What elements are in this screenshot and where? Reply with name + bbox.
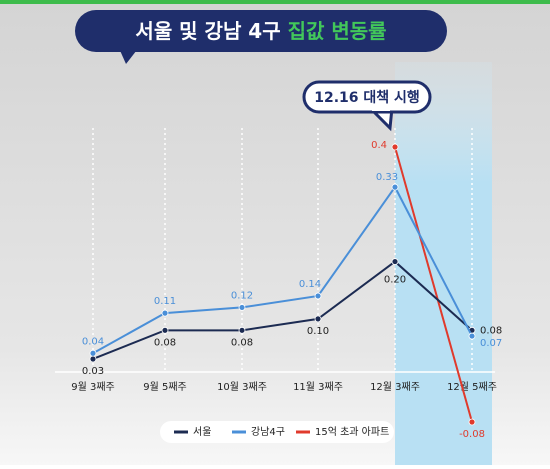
- data-label: 0.11: [154, 296, 176, 307]
- data-label: 0.33: [376, 172, 398, 183]
- legend-label: 15억 초과 아파트: [315, 426, 389, 438]
- data-point: [468, 418, 476, 426]
- x-tick-label: 9월 5째주: [143, 381, 187, 393]
- data-label: 0.08: [231, 337, 253, 348]
- x-tick-label: 12월 3째주: [370, 381, 420, 393]
- annotation-join: [372, 106, 390, 111]
- x-tick-label: 10월 3째주: [217, 381, 267, 393]
- data-point: [468, 332, 476, 340]
- data-point: [391, 143, 399, 151]
- legend-label: 강남4구: [251, 426, 285, 438]
- data-point: [161, 309, 169, 317]
- data-point: [89, 355, 97, 363]
- highlight-band: [395, 62, 492, 465]
- data-label: 0.07: [480, 338, 502, 349]
- series-line: [92, 260, 473, 360]
- legend-label: 서울: [193, 426, 211, 438]
- data-point: [89, 349, 97, 357]
- top-stripe: [0, 0, 550, 4]
- data-point: [238, 304, 246, 311]
- data-point: [314, 292, 322, 300]
- title-main: 서울 및 강남 4구: [135, 19, 280, 43]
- data-point: [391, 183, 399, 191]
- annotation-bubble: [302, 80, 432, 114]
- chart-title: 서울 및 강남 4구 집값 변동률: [135, 19, 386, 43]
- data-label: 0.04: [82, 336, 104, 347]
- title-highlight: 집값 변동률: [288, 19, 387, 43]
- data-point: [238, 326, 246, 334]
- legend: [160, 421, 394, 443]
- data-label: 0.10: [307, 326, 329, 337]
- data-label: 0.08: [480, 325, 502, 336]
- data-point: [314, 315, 322, 323]
- data-label: -0.08: [459, 429, 485, 440]
- x-tick-label: 12월 5째주: [447, 381, 497, 393]
- title-banner: [75, 10, 447, 52]
- annotation: 12.16 대책 시행: [314, 90, 420, 106]
- data-label: 0.14: [299, 279, 321, 290]
- x-tick-label: 11월 3째주: [293, 381, 343, 393]
- data-label: 0.03: [82, 366, 104, 377]
- data-label: 0.20: [384, 275, 406, 286]
- data-point: [161, 326, 169, 334]
- data-label: 0.4: [371, 140, 387, 151]
- x-tick-label: 9월 3째주: [71, 381, 115, 393]
- series-line: [92, 185, 473, 355]
- series-line: [394, 146, 473, 423]
- data-label: 0.12: [231, 290, 253, 301]
- data-point: [391, 258, 399, 265]
- data-label: 0.08: [154, 337, 176, 348]
